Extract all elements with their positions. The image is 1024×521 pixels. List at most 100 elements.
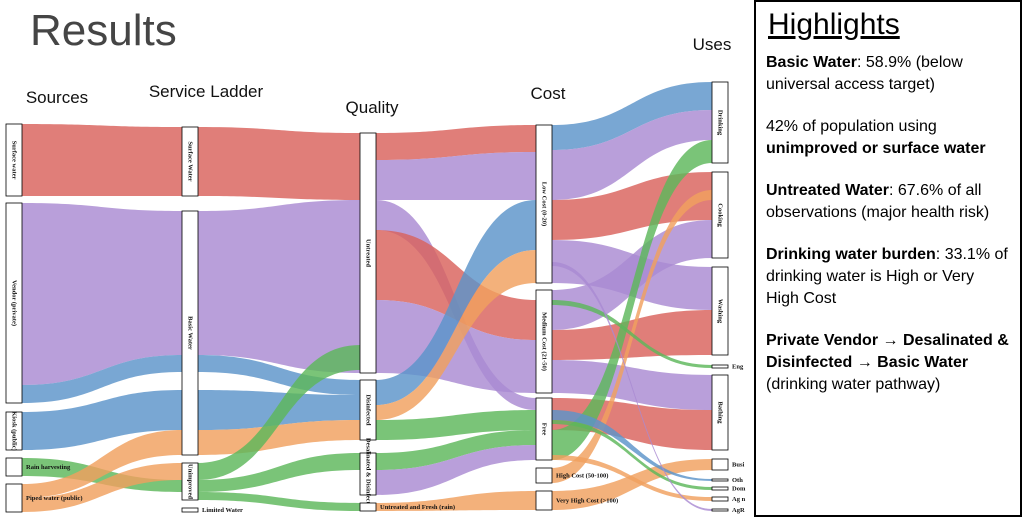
node-label: Disinfected xyxy=(365,394,372,425)
highlight: Untreated Water: 67.6% of all observatio… xyxy=(766,180,1011,224)
node-label: High Cost (50-100) xyxy=(556,473,608,480)
flow xyxy=(198,345,360,480)
flow xyxy=(376,200,536,405)
flow xyxy=(198,453,360,492)
node-label: Rain harvesting xyxy=(26,464,71,471)
flow xyxy=(198,492,360,511)
highlight: 42% of population using unimproved or su… xyxy=(766,116,1011,160)
flow xyxy=(376,250,536,420)
flow xyxy=(552,140,712,460)
flow xyxy=(552,82,712,150)
highlight-text: unimproved or surface water xyxy=(766,140,986,157)
highlight-text: (drinking water pathway) xyxy=(766,376,941,393)
node-label: Unimproved xyxy=(187,464,194,499)
highlight-text: : 58.9% (below universal access target) xyxy=(766,54,963,93)
highlights-panel: Highlights Basic Water: 58.9% (below uni… xyxy=(754,0,1022,517)
node-label: Vendor (private) xyxy=(11,280,18,326)
node xyxy=(711,81,729,164)
node-label: Cooking xyxy=(717,203,724,227)
node xyxy=(359,132,377,374)
node-label: Low Cost (0-20) xyxy=(541,182,548,226)
highlight: Drinking water burden: 33.1% of drinking… xyxy=(766,244,1011,310)
node xyxy=(359,502,377,512)
flow xyxy=(22,203,182,385)
node xyxy=(711,508,729,512)
node-label: Basic Water xyxy=(187,316,194,350)
node-label: Dom xyxy=(732,486,746,493)
flow xyxy=(552,110,712,200)
flow xyxy=(552,455,712,501)
node xyxy=(535,397,553,461)
flow xyxy=(552,410,712,481)
node-label: Eng xyxy=(732,364,744,371)
node xyxy=(535,490,553,511)
node xyxy=(5,411,23,451)
node xyxy=(535,467,553,484)
node-label: Desalinated & Disinfected xyxy=(365,438,372,511)
node-label: Kiosk (public) xyxy=(11,411,18,451)
node-label: Untreated and Fresh (rain) xyxy=(380,504,455,511)
node-label: AgR xyxy=(732,507,745,514)
node xyxy=(711,171,729,259)
node xyxy=(711,496,729,502)
node xyxy=(5,202,23,404)
flow xyxy=(552,220,712,330)
node xyxy=(711,458,729,471)
node xyxy=(535,289,553,394)
flow xyxy=(376,445,536,495)
flow xyxy=(198,355,360,395)
flow xyxy=(198,127,360,200)
flow xyxy=(22,355,182,403)
node xyxy=(181,210,199,456)
node xyxy=(5,483,23,513)
flow xyxy=(376,230,536,340)
node xyxy=(181,462,199,501)
node xyxy=(711,364,729,369)
flow xyxy=(552,300,712,368)
flow xyxy=(22,463,182,512)
flow xyxy=(376,491,536,511)
highlight-text: 42% of population using xyxy=(766,118,937,135)
node xyxy=(711,266,729,356)
flow xyxy=(22,390,182,450)
column-title: Service Ladder xyxy=(149,82,264,101)
flow xyxy=(198,200,360,373)
highlight-text: Drinking water burden xyxy=(766,246,936,263)
node-label: Bathing xyxy=(717,401,724,424)
flow xyxy=(22,430,182,498)
flow xyxy=(22,124,182,196)
node-label: Drinking xyxy=(717,110,724,136)
flow xyxy=(198,420,360,455)
node-label: Free xyxy=(541,423,548,436)
flow xyxy=(376,410,536,440)
highlight: Private Vendor → Desalinated & Disinfect… xyxy=(766,330,1011,396)
highlight-text: Untreated Water xyxy=(766,182,889,199)
node xyxy=(5,457,23,477)
highlight-text: : 67.6% of all observations (major healt… xyxy=(766,182,990,221)
node-label: Oth xyxy=(732,477,743,484)
highlight: Basic Water: 58.9% (below universal acce… xyxy=(766,52,1011,96)
node-label: Medium Cost (21-50) xyxy=(541,312,548,371)
panel-heading: Highlights xyxy=(768,8,900,41)
sankey-diagram: Sources Surface water Vendor (private) Kios… xyxy=(5,35,746,514)
node-label: Untreated xyxy=(365,239,372,267)
slide-title: Results xyxy=(30,6,177,55)
column-title: Cost xyxy=(531,84,566,103)
node xyxy=(5,123,23,197)
node xyxy=(181,126,199,197)
flow xyxy=(376,125,536,160)
flow xyxy=(552,360,712,410)
node-label: Surface Water xyxy=(187,141,194,181)
node-label: Piped water (public) xyxy=(26,495,83,502)
node xyxy=(711,478,729,482)
highlight-text: : 33.1% of drinking water is High or Ver… xyxy=(766,246,1008,307)
flow xyxy=(552,262,712,511)
node xyxy=(535,124,553,284)
highlight-text: Basic Water xyxy=(766,54,857,71)
flow xyxy=(376,152,536,200)
flow xyxy=(376,430,536,470)
column-title: Uses xyxy=(693,35,732,54)
node-label: Limited Water xyxy=(202,507,243,514)
node-label: Busi xyxy=(732,462,744,469)
